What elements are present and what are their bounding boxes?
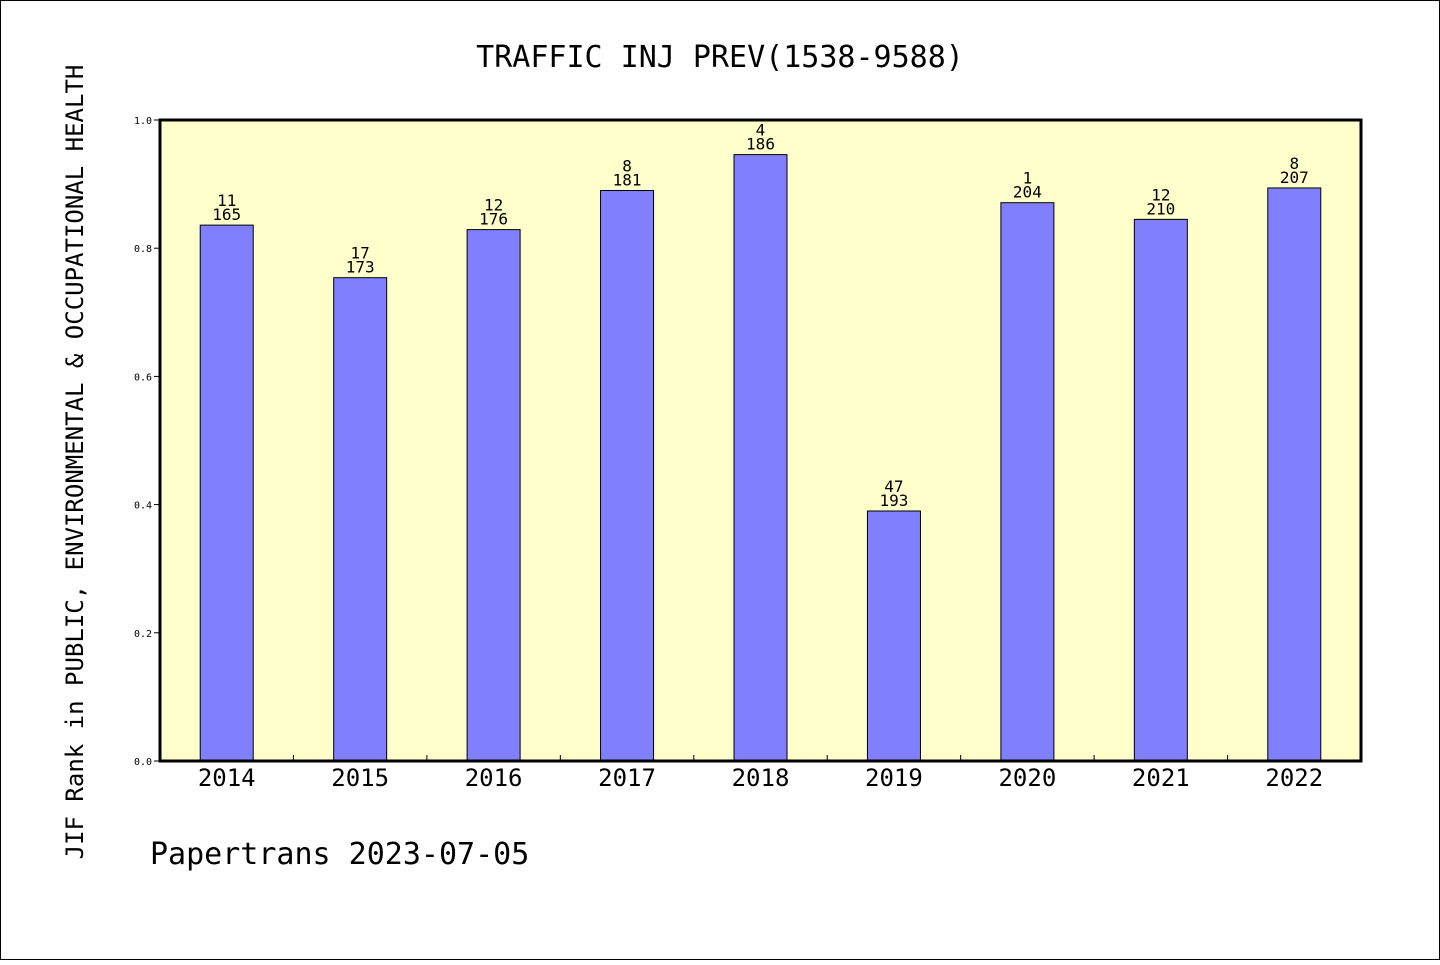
y-tick-label: 0.8 xyxy=(134,244,152,255)
total-label: 204 xyxy=(1013,183,1042,202)
footer-credit: Papertrans 2023-07-05 xyxy=(150,837,529,872)
rank-label: 11 xyxy=(217,191,236,210)
x-tick-label: 2018 xyxy=(732,764,790,792)
total-label: 186 xyxy=(746,135,775,154)
x-tick-label: 2014 xyxy=(198,764,256,792)
total-label: 207 xyxy=(1280,168,1309,187)
plot-frame xyxy=(158,118,1363,763)
bar-2019 xyxy=(866,510,921,762)
rank-label: 8 xyxy=(1289,154,1299,173)
rank-label: 12 xyxy=(1151,185,1170,204)
rank-label: 47 xyxy=(884,477,903,496)
y-tick-label: 0.4 xyxy=(134,501,152,512)
x-tick-label: 2016 xyxy=(465,764,523,792)
total-label: 165 xyxy=(212,205,241,224)
bar-2016 xyxy=(466,229,521,762)
rank-label: 17 xyxy=(351,244,370,263)
chart-title: TRAFFIC INJ PREV(1538-9588) xyxy=(476,40,964,75)
y-tick-label: 0.0 xyxy=(134,757,152,768)
x-tick-label: 2017 xyxy=(598,764,656,792)
total-label: 193 xyxy=(879,491,908,510)
x-tick-label: 2021 xyxy=(1132,764,1190,792)
rank-label: 1 xyxy=(1023,169,1033,188)
x-axis-ticks: 2014 2015 2016 2017 2018 2019 2020 2021 2022 xyxy=(198,755,1323,792)
total-label: 210 xyxy=(1146,199,1175,218)
bar-2017 xyxy=(600,190,655,762)
rank-label: 12 xyxy=(484,196,503,215)
y-tick-label: 1.0 xyxy=(134,116,152,127)
x-tick-label: 2022 xyxy=(1265,764,1323,792)
x-tick-label: 2015 xyxy=(331,764,389,792)
y-tick-label: 0.6 xyxy=(134,372,152,383)
bars xyxy=(199,154,1322,762)
y-tick-label: 0.2 xyxy=(134,629,152,640)
bar-2021 xyxy=(1133,218,1188,762)
y-axis-label: JIF Rank in PUBLIC, ENVIRONMENTAL & OCCU… xyxy=(61,65,89,860)
bar-2014 xyxy=(199,224,254,762)
total-label: 176 xyxy=(479,210,508,229)
x-tick-label: 2020 xyxy=(998,764,1056,792)
rank-label: 4 xyxy=(756,121,766,140)
bar-2020 xyxy=(1000,202,1055,762)
x-tick-label: 2019 xyxy=(865,764,923,792)
total-label: 181 xyxy=(613,171,642,190)
bar-2015 xyxy=(333,277,388,762)
rank-label: 8 xyxy=(622,157,632,176)
total-label: 173 xyxy=(346,258,375,277)
bar-2018 xyxy=(733,154,788,762)
bar-2022 xyxy=(1267,187,1322,762)
